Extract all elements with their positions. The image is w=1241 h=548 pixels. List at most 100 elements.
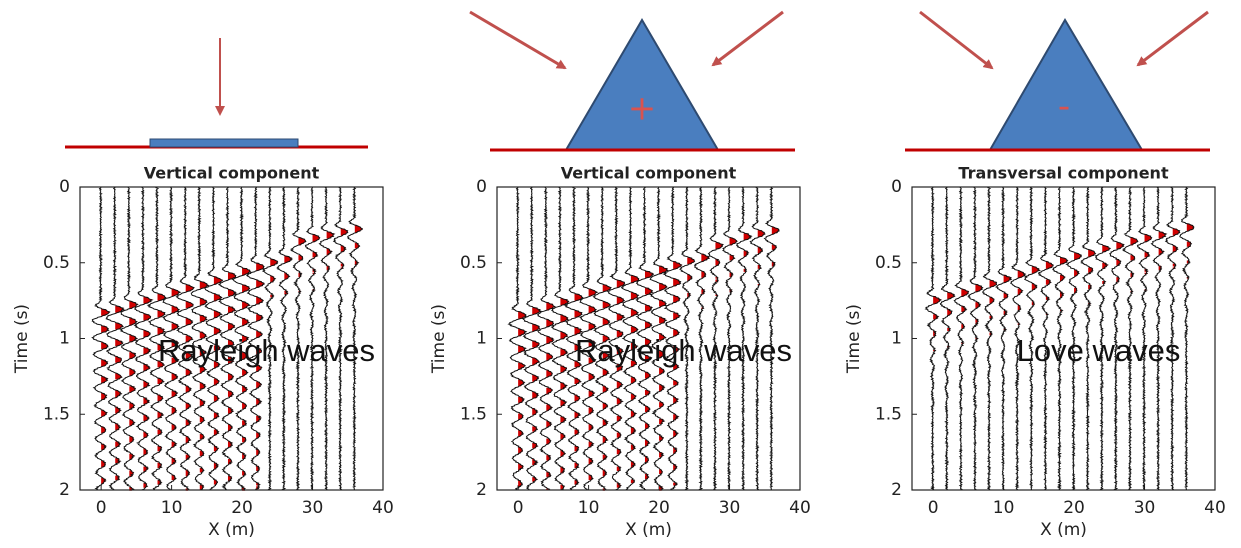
- trace: [1065, 186, 1083, 491]
- trace: [304, 186, 321, 491]
- trace-fill: [199, 281, 209, 490]
- trace: [204, 186, 224, 491]
- trace: [1179, 186, 1195, 491]
- trace-fill: [1186, 223, 1194, 279]
- y-tick-label: 2: [59, 480, 70, 500]
- y-axis-label: Time (s): [429, 304, 449, 374]
- trace: [722, 186, 738, 491]
- x-tick-label: 40: [1204, 498, 1226, 518]
- y-tick-label: 1.5: [43, 404, 70, 424]
- trace: [1164, 186, 1181, 491]
- y-axis-label: Time (s): [844, 304, 864, 374]
- y-tick-label: 0.5: [460, 253, 487, 273]
- trace-fill: [312, 233, 320, 291]
- trace: [924, 186, 943, 491]
- trace: [1080, 186, 1097, 491]
- trace: [763, 186, 781, 491]
- trace: [190, 186, 210, 491]
- x-tick-label: 20: [231, 498, 253, 518]
- plot-frame: [911, 186, 1216, 491]
- y-axis-label: Time (s): [12, 304, 32, 374]
- trace-fill: [574, 293, 583, 485]
- trace: [953, 186, 970, 491]
- trace: [105, 186, 125, 491]
- trace-fill: [157, 293, 166, 485]
- y-tick-label: 2: [476, 480, 487, 500]
- chart-title: Vertical component: [561, 164, 737, 183]
- y-tick-label: 0: [59, 177, 70, 197]
- trace: [318, 186, 336, 491]
- trace: [1037, 186, 1054, 491]
- x-tick-label: 20: [1063, 498, 1085, 518]
- x-tick-label: 30: [1134, 498, 1156, 518]
- y-tick-label: 0: [891, 177, 902, 197]
- trace-fill: [616, 280, 625, 488]
- trace: [707, 186, 725, 491]
- trace-fill: [644, 271, 654, 480]
- annotation: Love waves: [1017, 333, 1181, 368]
- trace-fill: [588, 288, 598, 481]
- trace: [536, 186, 557, 491]
- trace-fill: [298, 237, 306, 293]
- trace: [119, 186, 139, 491]
- x-axis-label: X (m): [625, 520, 672, 540]
- y-tick-label: 0.5: [875, 253, 902, 273]
- trace: [592, 186, 612, 491]
- y-tick-label: 0: [476, 177, 487, 197]
- trace: [563, 186, 584, 491]
- trace: [162, 186, 182, 491]
- trace-fill: [1045, 261, 1054, 316]
- trace-fill: [1059, 257, 1068, 312]
- trace: [133, 186, 154, 491]
- trace: [1009, 186, 1027, 491]
- chart-title: Vertical component: [144, 164, 320, 183]
- trace: [679, 186, 696, 491]
- trace: [994, 186, 1013, 491]
- trace: [967, 186, 984, 491]
- x-tick-label: 0: [928, 498, 939, 518]
- trace-fill: [989, 280, 997, 336]
- trace-fill: [115, 305, 124, 481]
- trace: [332, 186, 349, 491]
- trace: [550, 186, 570, 491]
- trace: [735, 186, 753, 491]
- trace: [146, 186, 167, 491]
- trace: [635, 186, 655, 491]
- trace: [1109, 186, 1125, 491]
- trace-fill: [715, 242, 723, 297]
- trace: [649, 186, 669, 491]
- trace-fill: [171, 288, 181, 481]
- trace: [217, 186, 238, 491]
- trace-fill: [729, 237, 737, 293]
- x-tick-label: 20: [648, 498, 670, 518]
- chart-title: Transversal component: [958, 164, 1169, 183]
- y-tick-label: 1.5: [875, 404, 902, 424]
- trace: [175, 186, 195, 491]
- x-tick-label: 10: [161, 498, 183, 518]
- trace-fill: [1130, 237, 1138, 293]
- trace-fill: [961, 289, 969, 344]
- trace-fill: [975, 283, 983, 340]
- y-tick-label: 1: [59, 329, 70, 349]
- y-tick-label: 0.5: [43, 253, 70, 273]
- trace: [1136, 186, 1153, 491]
- source-diagram-1: [65, 38, 368, 149]
- x-axis-label: X (m): [1040, 520, 1087, 540]
- trace-fill: [701, 253, 710, 309]
- plot-frame: [79, 186, 384, 491]
- trace: [276, 186, 293, 491]
- x-tick-label: 30: [302, 498, 324, 518]
- y-tick-label: 1: [476, 329, 487, 349]
- trace-fill: [1003, 274, 1012, 331]
- trace: [939, 186, 956, 491]
- trace-fill: [560, 298, 569, 490]
- annotation: Rayleigh waves: [158, 333, 375, 368]
- trace: [290, 186, 307, 491]
- source-diagram-2: +: [469, 10, 795, 152]
- trace: [245, 186, 265, 491]
- source-diagram-3: -: [905, 10, 1210, 152]
- x-tick-label: 40: [372, 498, 394, 518]
